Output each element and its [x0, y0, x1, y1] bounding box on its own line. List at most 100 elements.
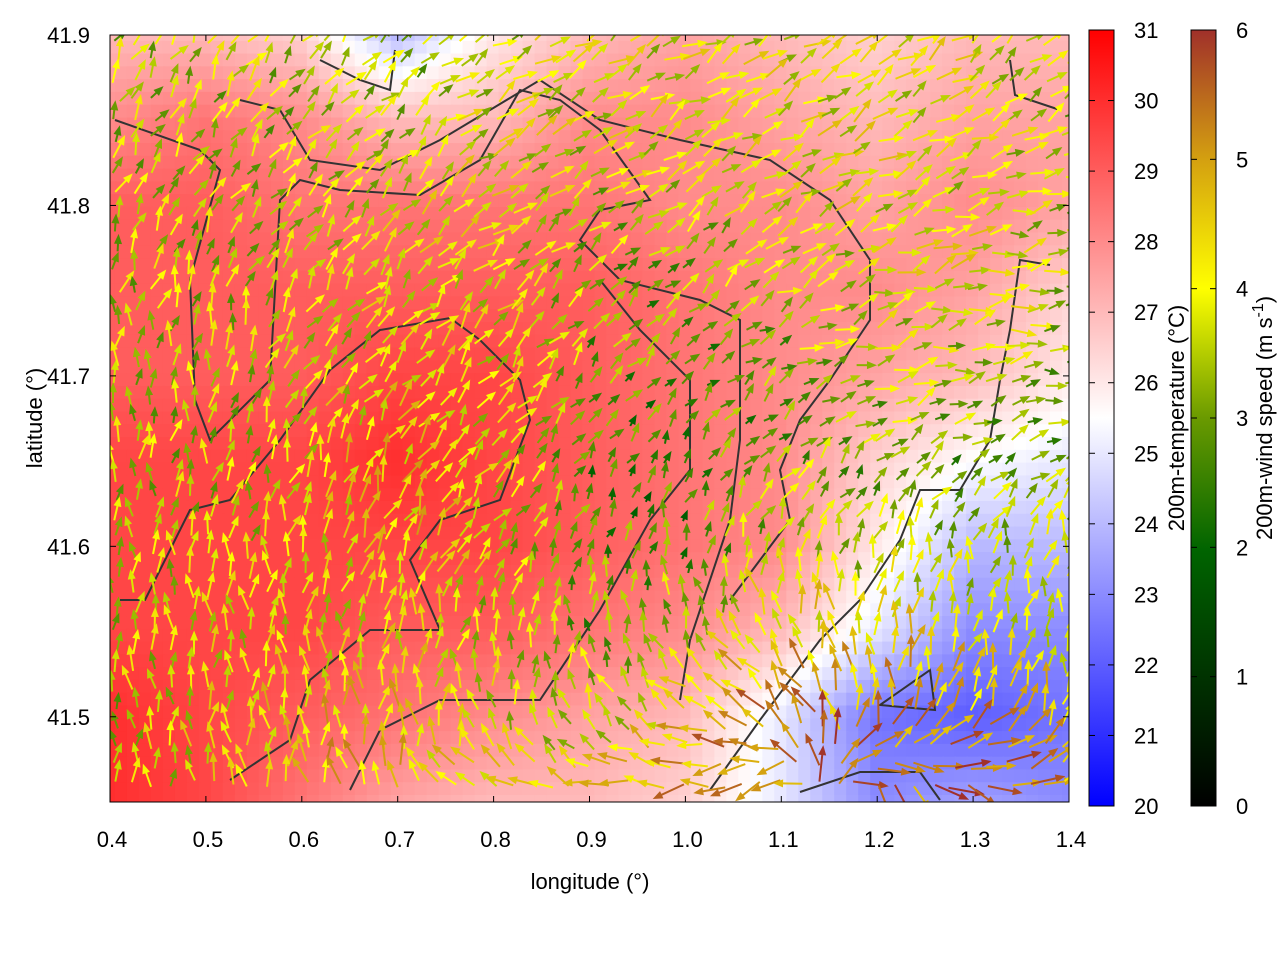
heat-cell — [630, 35, 645, 42]
heat-cell — [642, 66, 657, 81]
heat-cell — [378, 475, 393, 490]
heat-cell — [906, 35, 921, 42]
heat-cell — [834, 194, 849, 209]
heat-cell — [462, 270, 477, 285]
heat-cell — [1074, 386, 1088, 400]
heat-cell — [666, 718, 681, 733]
heat-cell — [1074, 514, 1088, 528]
heat-cell — [654, 79, 669, 94]
heat-cell — [582, 66, 597, 81]
heat-cell — [942, 437, 957, 452]
heat-cell — [918, 117, 933, 132]
heat-cell — [150, 731, 165, 746]
heat-cell — [798, 616, 813, 631]
heat-cell — [390, 130, 405, 145]
heat-cell — [870, 232, 885, 247]
heat-cell — [702, 168, 717, 183]
heat-cell — [1074, 28, 1088, 42]
heat-cell — [618, 603, 633, 618]
heat-cell — [882, 373, 897, 388]
heat-cell — [1074, 565, 1088, 579]
heat-cell — [1002, 411, 1017, 426]
heat-cell — [390, 539, 405, 554]
heat-cell — [110, 181, 117, 196]
heat-cell — [558, 104, 573, 119]
heat-cell — [618, 411, 633, 426]
heat-cell — [366, 245, 381, 260]
heat-cell — [138, 488, 153, 503]
heat-cell — [858, 206, 873, 221]
heat-cell — [618, 437, 633, 452]
heat-cell — [642, 206, 657, 221]
heat-cell — [498, 194, 513, 209]
heat-cell — [978, 53, 993, 68]
heat-cell — [738, 35, 753, 42]
heat-cell — [198, 79, 213, 94]
heat-cell — [138, 692, 153, 707]
heat-cell — [110, 53, 117, 68]
heat-cell — [414, 270, 429, 285]
heat-cell — [882, 283, 897, 298]
heat-cell — [882, 181, 897, 196]
heat-cell — [474, 641, 489, 656]
heat-cell — [1050, 782, 1065, 797]
heat-cell — [966, 130, 981, 145]
heat-cell — [354, 322, 369, 337]
heat-cell — [714, 245, 729, 260]
heat-cell — [234, 168, 249, 183]
heat-cell — [558, 539, 573, 554]
heat-cell — [570, 66, 585, 81]
heat-cell — [906, 347, 921, 362]
heat-cell — [414, 40, 429, 55]
heat-cell — [930, 181, 945, 196]
heat-cell — [306, 91, 321, 106]
heat-cell — [258, 181, 273, 196]
heat-cell — [990, 628, 1005, 643]
heat-cell — [534, 232, 549, 247]
heat-cell — [918, 398, 933, 413]
heat-cell — [774, 705, 789, 720]
heat-cell — [474, 756, 489, 771]
heat-cell — [330, 679, 345, 694]
heat-cell — [162, 488, 177, 503]
heat-cell — [390, 462, 405, 477]
heat-cell — [450, 181, 465, 196]
heat-cell — [402, 104, 417, 119]
heat-cell — [582, 168, 597, 183]
heat-cell — [918, 53, 933, 68]
heat-cell — [246, 769, 261, 784]
heat-cell — [270, 398, 285, 413]
heat-cell — [678, 181, 693, 196]
heat-cell — [498, 168, 513, 183]
heat-cell — [798, 104, 813, 119]
heat-cell — [774, 130, 789, 145]
heat-cell — [258, 194, 273, 209]
heat-cell — [450, 143, 465, 158]
heat-cell — [642, 91, 657, 106]
heat-cell — [558, 53, 573, 68]
heat-cell — [162, 91, 177, 106]
heat-cell — [522, 53, 537, 68]
heat-cell — [174, 53, 189, 68]
heat-cell — [450, 782, 465, 797]
heat-cell — [366, 692, 381, 707]
heat-cell — [654, 347, 669, 362]
heat-cell — [1002, 692, 1017, 707]
heat-cell — [978, 769, 993, 784]
heat-cell — [270, 552, 285, 567]
heat-cell — [714, 360, 729, 375]
heat-cell — [774, 347, 789, 362]
heat-cell — [774, 756, 789, 771]
heat-cell — [942, 743, 957, 758]
heat-cell — [714, 232, 729, 247]
heat-cell — [702, 309, 717, 324]
heat-cell — [714, 424, 729, 439]
heat-cell — [726, 552, 741, 567]
heat-cell — [1002, 577, 1017, 592]
heat-cell — [354, 35, 369, 42]
heat-cell — [702, 104, 717, 119]
heat-cell — [918, 564, 933, 579]
heat-cell — [366, 91, 381, 106]
heat-cell — [246, 590, 261, 605]
heat-cell — [366, 398, 381, 413]
